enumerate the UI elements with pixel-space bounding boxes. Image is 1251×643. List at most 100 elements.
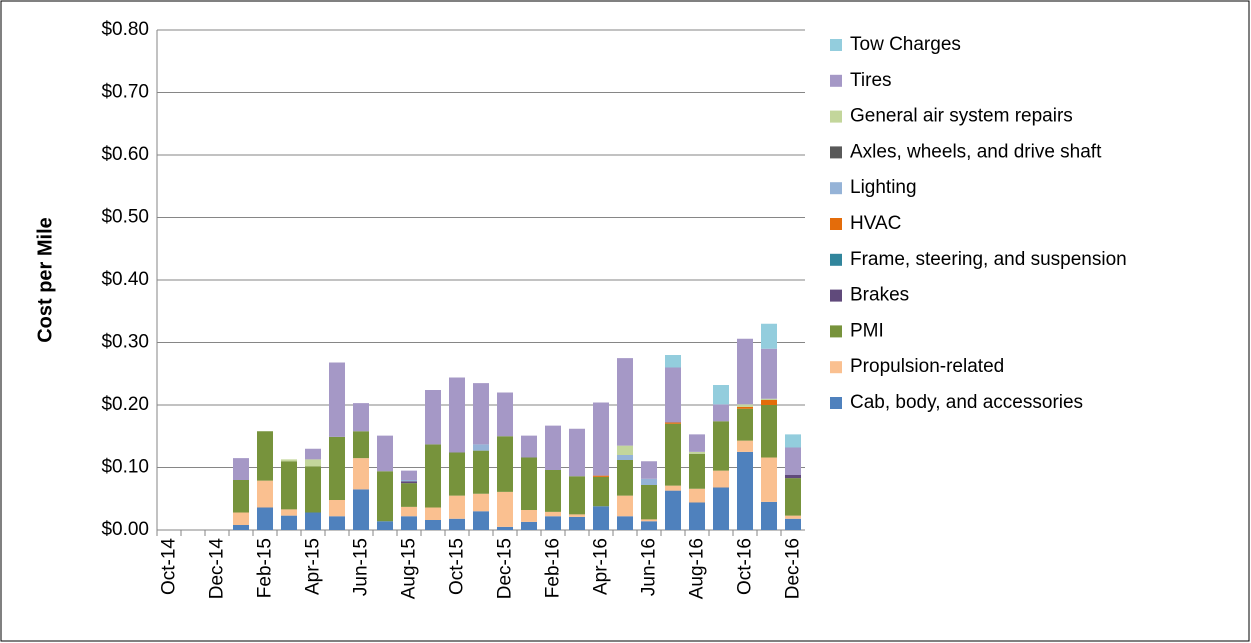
bar-segment bbox=[521, 457, 537, 510]
bar-segment bbox=[689, 502, 705, 530]
bar-segment bbox=[521, 521, 537, 530]
bar-segment bbox=[785, 515, 801, 519]
x-tick-label: Oct-14 bbox=[159, 538, 180, 595]
x-tick-label: Apr-16 bbox=[591, 538, 612, 595]
bar-segment bbox=[761, 457, 777, 502]
legend-swatch bbox=[830, 397, 842, 409]
bar-segment bbox=[569, 514, 585, 517]
bar-segment bbox=[737, 440, 753, 452]
bar-segment bbox=[353, 489, 369, 530]
bar-segment bbox=[257, 480, 273, 508]
bar-segment bbox=[641, 485, 657, 520]
bar-segment bbox=[305, 512, 321, 530]
bar-segment bbox=[665, 367, 681, 423]
bar-segment bbox=[641, 521, 657, 530]
legend-label: Frame, steering, and suspension bbox=[850, 249, 1127, 270]
bar-segment bbox=[785, 447, 801, 475]
bar-segment bbox=[737, 406, 753, 409]
bar-segment bbox=[785, 434, 801, 448]
bar-segment bbox=[713, 470, 729, 488]
x-tick-label: Apr-15 bbox=[303, 538, 324, 595]
bar-segment bbox=[761, 405, 777, 458]
bar-segment bbox=[497, 436, 513, 492]
bar-segment bbox=[641, 461, 657, 479]
bar-segment bbox=[617, 460, 633, 496]
legend-label: Tires bbox=[850, 70, 892, 91]
bar-segment bbox=[617, 516, 633, 530]
bar-segment bbox=[545, 425, 561, 470]
bar-segment bbox=[281, 461, 297, 510]
bar-segment bbox=[497, 491, 513, 527]
legend-swatch bbox=[830, 218, 842, 230]
x-tick-label: Jun-16 bbox=[639, 538, 660, 596]
legend-label: Propulsion-related bbox=[850, 356, 1004, 377]
bar-segment bbox=[785, 475, 801, 479]
legend-swatch bbox=[830, 289, 842, 302]
bar-segment bbox=[353, 403, 369, 432]
y-tick-label: $0.20 bbox=[101, 394, 149, 415]
bar-segment bbox=[449, 452, 465, 496]
x-tick-label: Oct-16 bbox=[735, 538, 756, 595]
bar-segment bbox=[449, 377, 465, 453]
bar-segment bbox=[761, 400, 777, 405]
legend-swatch bbox=[830, 325, 842, 338]
bar-segment bbox=[761, 398, 777, 400]
y-tick-label: $0.10 bbox=[101, 457, 149, 478]
legend-label: HVAC bbox=[850, 213, 901, 234]
y-tick-label: $0.40 bbox=[101, 269, 149, 290]
bar-segment bbox=[689, 434, 705, 452]
bar-segment bbox=[569, 516, 585, 530]
legend-label: Lighting bbox=[850, 177, 917, 198]
bar-segment bbox=[305, 459, 321, 467]
bar-segment bbox=[233, 480, 249, 513]
bar-segment bbox=[737, 451, 753, 530]
bar-segment bbox=[353, 458, 369, 490]
bar-segment bbox=[497, 526, 513, 530]
bar-segment bbox=[257, 507, 273, 530]
bar-segment bbox=[449, 518, 465, 530]
bar-segment bbox=[593, 402, 609, 476]
bar-segment bbox=[665, 485, 681, 491]
bar-segment bbox=[761, 348, 777, 399]
bar-segment bbox=[689, 451, 705, 454]
bar-segment bbox=[593, 506, 609, 530]
bar-segment bbox=[569, 428, 585, 477]
bar-segment bbox=[329, 362, 345, 437]
y-tick-label: $0.50 bbox=[101, 207, 149, 228]
bar-segment bbox=[617, 445, 633, 455]
legend-swatch bbox=[830, 182, 842, 195]
y-tick-label: $0.60 bbox=[101, 144, 149, 165]
bar-segment bbox=[233, 512, 249, 525]
legend-label: Axles, wheels, and drive shaft bbox=[850, 141, 1102, 162]
bar-segment bbox=[425, 520, 441, 530]
x-tick-label: Jun-15 bbox=[351, 538, 372, 596]
bar-segment bbox=[401, 506, 417, 517]
bar-segment bbox=[593, 476, 609, 507]
bar-segment bbox=[737, 338, 753, 405]
bar-segment bbox=[593, 475, 609, 477]
bar-segment bbox=[425, 390, 441, 445]
x-tick-label: Oct-15 bbox=[447, 538, 468, 595]
x-tick-label: Dec-14 bbox=[207, 538, 228, 600]
legend-label: PMI bbox=[850, 320, 884, 341]
y-tick-label: $0.30 bbox=[101, 332, 149, 353]
bar-segment bbox=[689, 453, 705, 489]
legend-label: Cab, body, and accessories bbox=[850, 392, 1083, 413]
bar-segment bbox=[617, 495, 633, 517]
bar-segment bbox=[233, 525, 249, 530]
bar-segment bbox=[353, 431, 369, 459]
bar-segment bbox=[713, 487, 729, 530]
bar-segment bbox=[401, 480, 417, 482]
bar-segment bbox=[569, 476, 585, 515]
x-tick-label: Aug-15 bbox=[399, 538, 420, 599]
bar-segment bbox=[785, 518, 801, 530]
bar-segment bbox=[401, 516, 417, 530]
bar-segment bbox=[281, 515, 297, 530]
bar-segment bbox=[449, 495, 465, 519]
bar-segment bbox=[425, 507, 441, 520]
bar-segment bbox=[473, 493, 489, 512]
bar-segment bbox=[665, 490, 681, 530]
y-tick-label: $0.00 bbox=[101, 519, 149, 540]
